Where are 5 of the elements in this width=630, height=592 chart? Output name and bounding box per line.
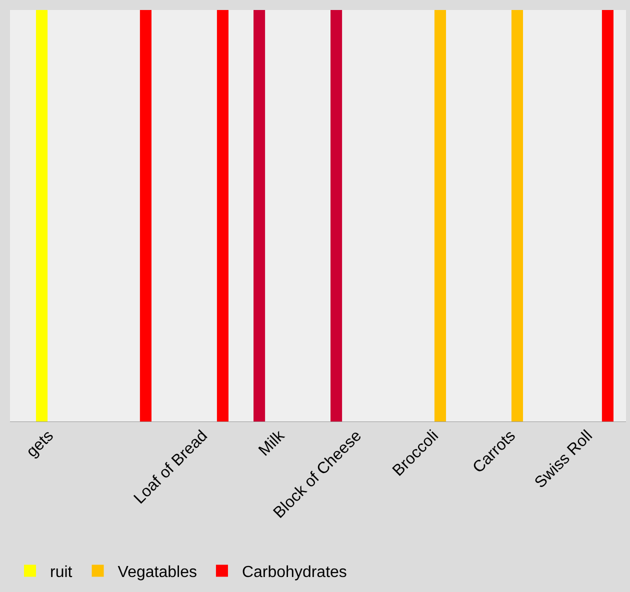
legend-label: ruit: [50, 564, 73, 581]
x-tick-label: gets: [24, 427, 57, 461]
legend-label: Carbohydrates: [242, 564, 347, 581]
legend-label: Vegatables: [118, 564, 197, 581]
x-tick-label: Milk: [256, 426, 289, 460]
